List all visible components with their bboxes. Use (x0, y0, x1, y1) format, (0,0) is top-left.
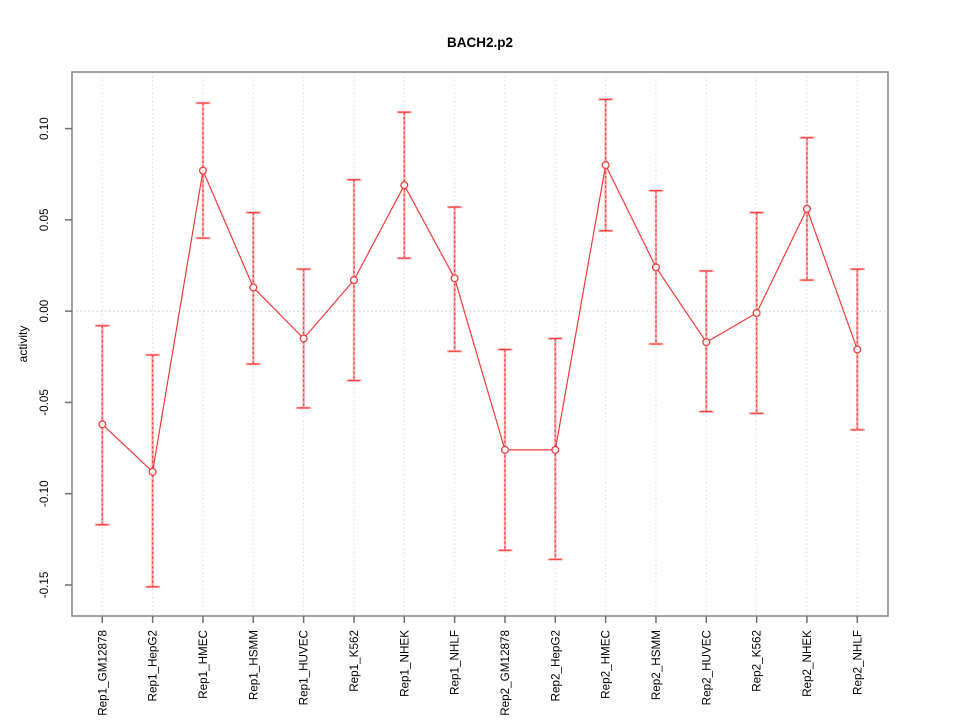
x-tick-label: Rep2_HSMM (650, 630, 663, 700)
axis-layer: 0.10 0.05 0.00 -0.05 -0.10 -0.15 Rep1_GM12878 R… (38, 117, 864, 716)
data-point (400, 181, 409, 190)
series-line (101, 163, 858, 473)
data-point (500, 445, 510, 454)
data-point (148, 467, 157, 476)
x-tick-label: Rep2_HepG2 (549, 630, 562, 701)
x-tick-label: Rep2_GM12878 (499, 630, 512, 716)
series-layer (94, 98, 865, 588)
x-tick-label: Rep2_NHLF (851, 630, 864, 695)
y-tick-label: -0.10 (38, 480, 51, 507)
x-tick-label: Rep1_K562 (348, 630, 361, 692)
x-tick-label: Rep1_HUVEC (298, 630, 311, 705)
x-tick-label: Rep1_HepG2 (147, 630, 160, 701)
data-point (651, 263, 661, 272)
y-tick-label: -0.15 (38, 571, 51, 598)
data-point (98, 420, 107, 429)
data-point (450, 274, 459, 283)
data-point (601, 161, 610, 170)
data-point (752, 308, 761, 318)
x-tick-label: Rep2_HMEC (600, 630, 613, 699)
data-point (299, 334, 308, 343)
y-tick-label: 0.00 (38, 299, 51, 322)
x-tick-label: Rep1_HMEC (197, 630, 210, 699)
data-point (249, 283, 258, 292)
y-tick-label: -0.05 (38, 389, 51, 416)
data-point (853, 345, 862, 354)
data-point (349, 276, 359, 285)
chart-title: BACH2.p2 (447, 35, 513, 50)
y-axis-label: activity (16, 326, 30, 363)
x-tick-label: Rep1_GM12878 (96, 630, 109, 716)
data-point (198, 166, 208, 175)
x-tick-label: Rep1_NHLF (449, 630, 462, 695)
y-tick-label: 0.05 (38, 208, 51, 231)
x-tick-label: Rep1_HSMM (247, 630, 260, 700)
x-tick-label: Rep2_HUVEC (700, 630, 713, 705)
x-tick-label: Rep2_K562 (751, 630, 764, 692)
data-point (702, 338, 711, 347)
x-tick-label: Rep1_NHEK (398, 630, 411, 697)
y-tick-label: 0.10 (38, 117, 51, 140)
plot-frame (71, 71, 889, 617)
data-point (551, 445, 560, 454)
grid-layer (72, 72, 888, 616)
data-point (802, 204, 812, 213)
x-tick-label: Rep2_NHEK (801, 630, 814, 697)
